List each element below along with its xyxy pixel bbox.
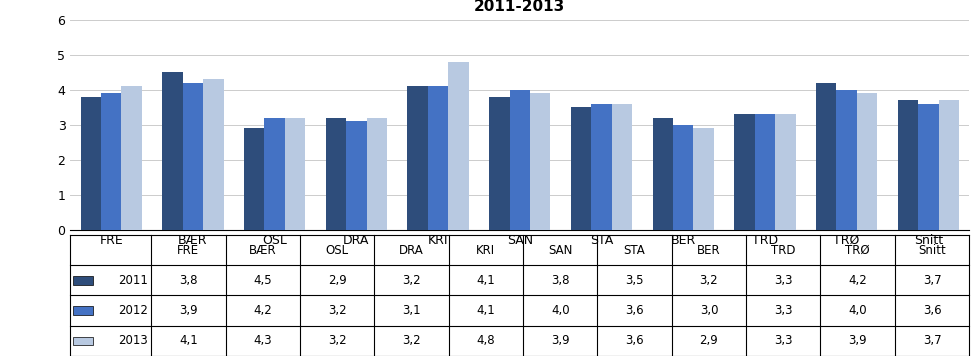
Text: 3,6: 3,6 bbox=[625, 334, 644, 347]
Bar bbox=[346, 121, 366, 230]
Bar bbox=[265, 117, 285, 230]
Text: 3,9: 3,9 bbox=[848, 334, 867, 347]
Text: 3,5: 3,5 bbox=[625, 274, 644, 287]
Bar bbox=[775, 114, 795, 230]
Text: 3,2: 3,2 bbox=[403, 274, 421, 287]
Bar bbox=[735, 114, 754, 230]
Bar bbox=[653, 117, 673, 230]
Bar bbox=[428, 86, 448, 230]
Bar bbox=[836, 90, 857, 230]
Text: TRD: TRD bbox=[771, 244, 795, 257]
Bar bbox=[571, 107, 591, 230]
Text: BER: BER bbox=[698, 244, 721, 257]
Text: 2012: 2012 bbox=[118, 304, 148, 317]
Text: 4,1: 4,1 bbox=[477, 274, 495, 287]
Bar bbox=[918, 104, 939, 230]
Bar bbox=[183, 83, 203, 230]
Text: 3,1: 3,1 bbox=[403, 304, 421, 317]
Bar bbox=[407, 86, 428, 230]
Bar bbox=[591, 104, 612, 230]
Bar bbox=[244, 128, 265, 230]
Text: 3,7: 3,7 bbox=[922, 274, 941, 287]
Text: KRI: KRI bbox=[477, 244, 495, 257]
Bar bbox=[694, 128, 714, 230]
Text: 4,0: 4,0 bbox=[848, 304, 867, 317]
Bar bbox=[857, 93, 877, 230]
Text: 2,9: 2,9 bbox=[700, 334, 718, 347]
Text: 4,2: 4,2 bbox=[848, 274, 867, 287]
Text: 4,8: 4,8 bbox=[477, 334, 495, 347]
Text: 3,3: 3,3 bbox=[774, 334, 792, 347]
Bar bbox=[489, 96, 510, 230]
Text: 3,2: 3,2 bbox=[328, 334, 347, 347]
Text: 4,2: 4,2 bbox=[253, 304, 273, 317]
Text: 3,2: 3,2 bbox=[700, 274, 718, 287]
Bar bbox=[73, 337, 93, 345]
Bar bbox=[530, 93, 550, 230]
Text: TRØ: TRØ bbox=[845, 244, 870, 257]
Text: SAN: SAN bbox=[548, 244, 573, 257]
Bar bbox=[898, 100, 918, 230]
Text: 4,0: 4,0 bbox=[551, 304, 570, 317]
Bar bbox=[203, 79, 224, 230]
Text: 4,1: 4,1 bbox=[477, 304, 495, 317]
Text: 3,9: 3,9 bbox=[179, 304, 197, 317]
Bar bbox=[939, 100, 959, 230]
Bar bbox=[673, 125, 694, 230]
Bar bbox=[73, 307, 93, 315]
Text: 3,8: 3,8 bbox=[551, 274, 570, 287]
Text: OSL: OSL bbox=[325, 244, 349, 257]
Bar bbox=[510, 90, 530, 230]
Text: 3,2: 3,2 bbox=[403, 334, 421, 347]
Bar bbox=[162, 72, 183, 230]
Text: DRA: DRA bbox=[400, 244, 424, 257]
Bar bbox=[80, 96, 101, 230]
Text: 3,6: 3,6 bbox=[922, 304, 941, 317]
Text: 3,8: 3,8 bbox=[179, 274, 197, 287]
Text: FRE: FRE bbox=[178, 244, 199, 257]
Bar bbox=[754, 114, 775, 230]
Text: 4,5: 4,5 bbox=[253, 274, 272, 287]
Text: 4,1: 4,1 bbox=[179, 334, 197, 347]
Text: BÆR: BÆR bbox=[249, 244, 276, 257]
Bar bbox=[366, 117, 387, 230]
Bar bbox=[73, 276, 93, 284]
Text: 3,3: 3,3 bbox=[774, 304, 792, 317]
Text: 2,9: 2,9 bbox=[327, 274, 347, 287]
Text: 4,3: 4,3 bbox=[253, 334, 272, 347]
Text: 2011: 2011 bbox=[118, 274, 148, 287]
Bar bbox=[448, 62, 469, 230]
Bar bbox=[285, 117, 305, 230]
Text: 3,3: 3,3 bbox=[774, 274, 792, 287]
Text: 3,6: 3,6 bbox=[625, 304, 644, 317]
Text: 2013: 2013 bbox=[118, 334, 148, 347]
Text: 3,2: 3,2 bbox=[328, 304, 347, 317]
Text: 3,9: 3,9 bbox=[551, 334, 570, 347]
Bar bbox=[101, 93, 121, 230]
Text: STA: STA bbox=[623, 244, 646, 257]
Bar bbox=[612, 104, 632, 230]
Bar bbox=[325, 117, 346, 230]
Bar bbox=[121, 86, 142, 230]
Title: Samlet areal  på bygg kommunene eier - fordelt per innbygger
2011-2013: Samlet areal på bygg kommunene eier - fo… bbox=[250, 0, 789, 14]
Bar bbox=[816, 83, 836, 230]
Text: 3,7: 3,7 bbox=[922, 334, 941, 347]
Text: 3,0: 3,0 bbox=[700, 304, 718, 317]
Text: Snitt: Snitt bbox=[918, 244, 946, 257]
